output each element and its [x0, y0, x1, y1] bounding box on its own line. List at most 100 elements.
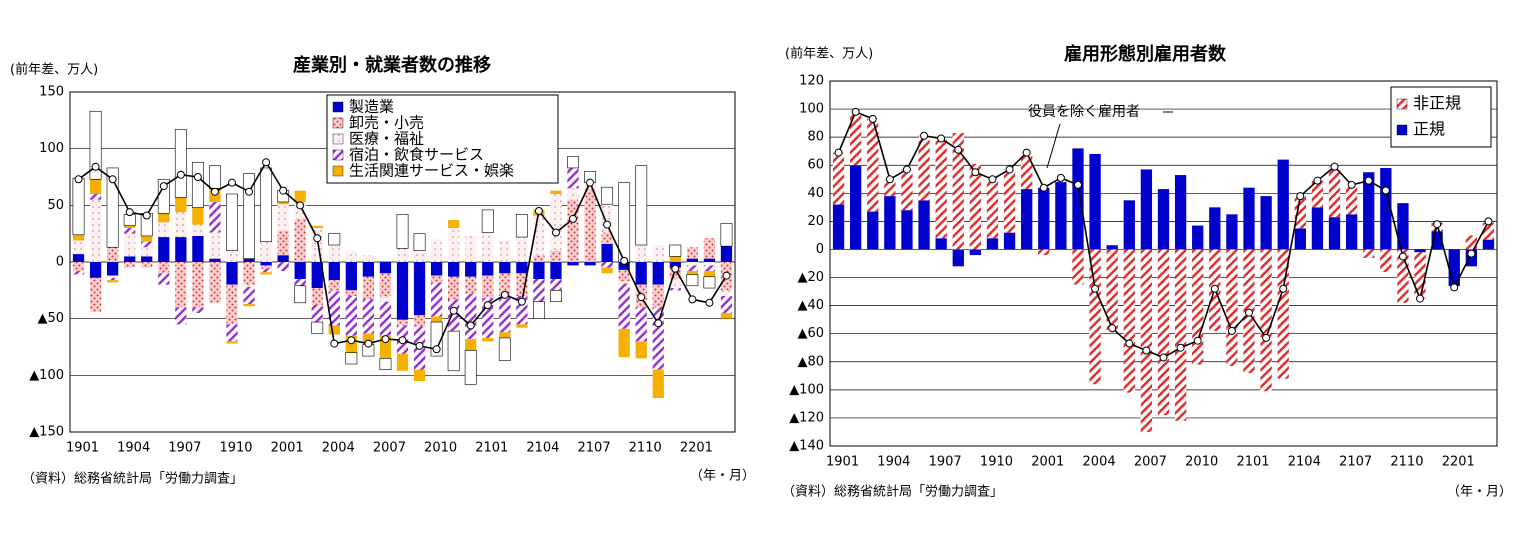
bar	[311, 321, 324, 334]
line-marker	[1398, 252, 1407, 261]
line-marker	[1416, 294, 1425, 303]
bar	[226, 262, 238, 285]
line-marker	[920, 131, 929, 140]
line-marker	[1022, 148, 1031, 157]
bar	[1448, 249, 1460, 286]
x-tick-label: 2007	[1134, 455, 1167, 470]
bar	[396, 353, 409, 371]
bar	[1345, 214, 1358, 250]
bar	[618, 281, 630, 284]
bar	[158, 213, 170, 223]
x-tick-label: 2010	[424, 441, 457, 456]
x-tick-label: 2004	[1083, 455, 1116, 470]
y-tick-label: ▲150	[29, 425, 64, 440]
bar	[918, 135, 930, 201]
line-marker	[142, 211, 151, 220]
legend-box	[1390, 86, 1492, 148]
line-marker	[868, 114, 877, 123]
bar	[499, 240, 511, 262]
bar	[1072, 148, 1084, 250]
y-axis-label: (前年差、万人)	[785, 46, 873, 62]
bar	[618, 262, 630, 270]
bar	[1174, 175, 1187, 250]
line-marker	[483, 301, 492, 310]
line-marker	[1125, 339, 1134, 348]
bar	[601, 186, 614, 205]
bar	[533, 255, 545, 262]
bar	[1123, 249, 1135, 393]
y-tick-label: ▲20	[797, 270, 824, 285]
y-tick-label: ▲40	[797, 298, 824, 313]
bar	[379, 335, 392, 359]
y-tick-label: 0	[816, 242, 824, 257]
bar	[482, 262, 494, 276]
bar	[935, 238, 947, 250]
line-marker	[1091, 284, 1100, 293]
line-marker	[834, 148, 843, 157]
bar	[516, 324, 528, 328]
x-tick-label: 1904	[877, 455, 910, 470]
bar	[1209, 207, 1221, 250]
bar	[448, 276, 460, 300]
legend-label: 医療・福祉	[349, 130, 424, 148]
bar	[311, 288, 323, 306]
bar	[72, 240, 85, 255]
line-marker	[296, 201, 305, 210]
bar	[192, 207, 204, 225]
bar	[124, 225, 136, 228]
bar	[1294, 196, 1306, 229]
bar	[1243, 187, 1255, 250]
bar	[867, 211, 879, 250]
bar	[345, 296, 357, 336]
line-marker	[654, 319, 663, 328]
bar	[515, 214, 528, 238]
line-marker	[159, 182, 168, 191]
bar	[362, 333, 375, 345]
bar	[703, 276, 716, 289]
bar	[243, 284, 255, 287]
x-tick-label: 2007	[373, 441, 406, 456]
bar	[124, 228, 136, 234]
bar	[686, 271, 698, 275]
line-marker	[1467, 249, 1476, 258]
bar	[1226, 249, 1238, 366]
bar	[1363, 249, 1375, 258]
line-marker	[1056, 173, 1065, 182]
legend-swatch	[332, 117, 344, 129]
x-tick-label: 2010	[1185, 455, 1218, 470]
x-tick-label: 2104	[526, 441, 559, 456]
bar	[850, 111, 862, 166]
legend-label: 正規	[1413, 120, 1445, 139]
bar	[379, 262, 392, 274]
bar	[1140, 169, 1153, 250]
bar	[260, 241, 272, 262]
line-marker	[381, 335, 390, 344]
bar	[686, 274, 699, 287]
bar	[124, 256, 136, 262]
legend-swatch	[1396, 98, 1408, 110]
bar	[311, 225, 323, 228]
line-marker	[1296, 192, 1305, 201]
line-marker	[586, 178, 595, 187]
line-marker	[1245, 308, 1254, 317]
bar	[226, 250, 238, 262]
bar	[89, 179, 102, 194]
bar	[952, 249, 964, 267]
bar	[669, 244, 682, 257]
line-marker	[210, 187, 219, 196]
bar	[124, 262, 136, 268]
bar	[430, 321, 443, 357]
bar	[328, 262, 340, 281]
source: （資料）総務省統計局「労働力調査」	[782, 484, 1003, 500]
bar	[1465, 249, 1477, 267]
bar	[703, 265, 716, 272]
line-marker	[1450, 283, 1459, 292]
bar	[1277, 159, 1289, 250]
annotation-leader	[1046, 123, 1061, 169]
bar	[107, 280, 119, 283]
bar	[107, 275, 119, 278]
line-marker	[534, 207, 543, 215]
bar	[516, 237, 528, 262]
bar	[260, 262, 272, 266]
